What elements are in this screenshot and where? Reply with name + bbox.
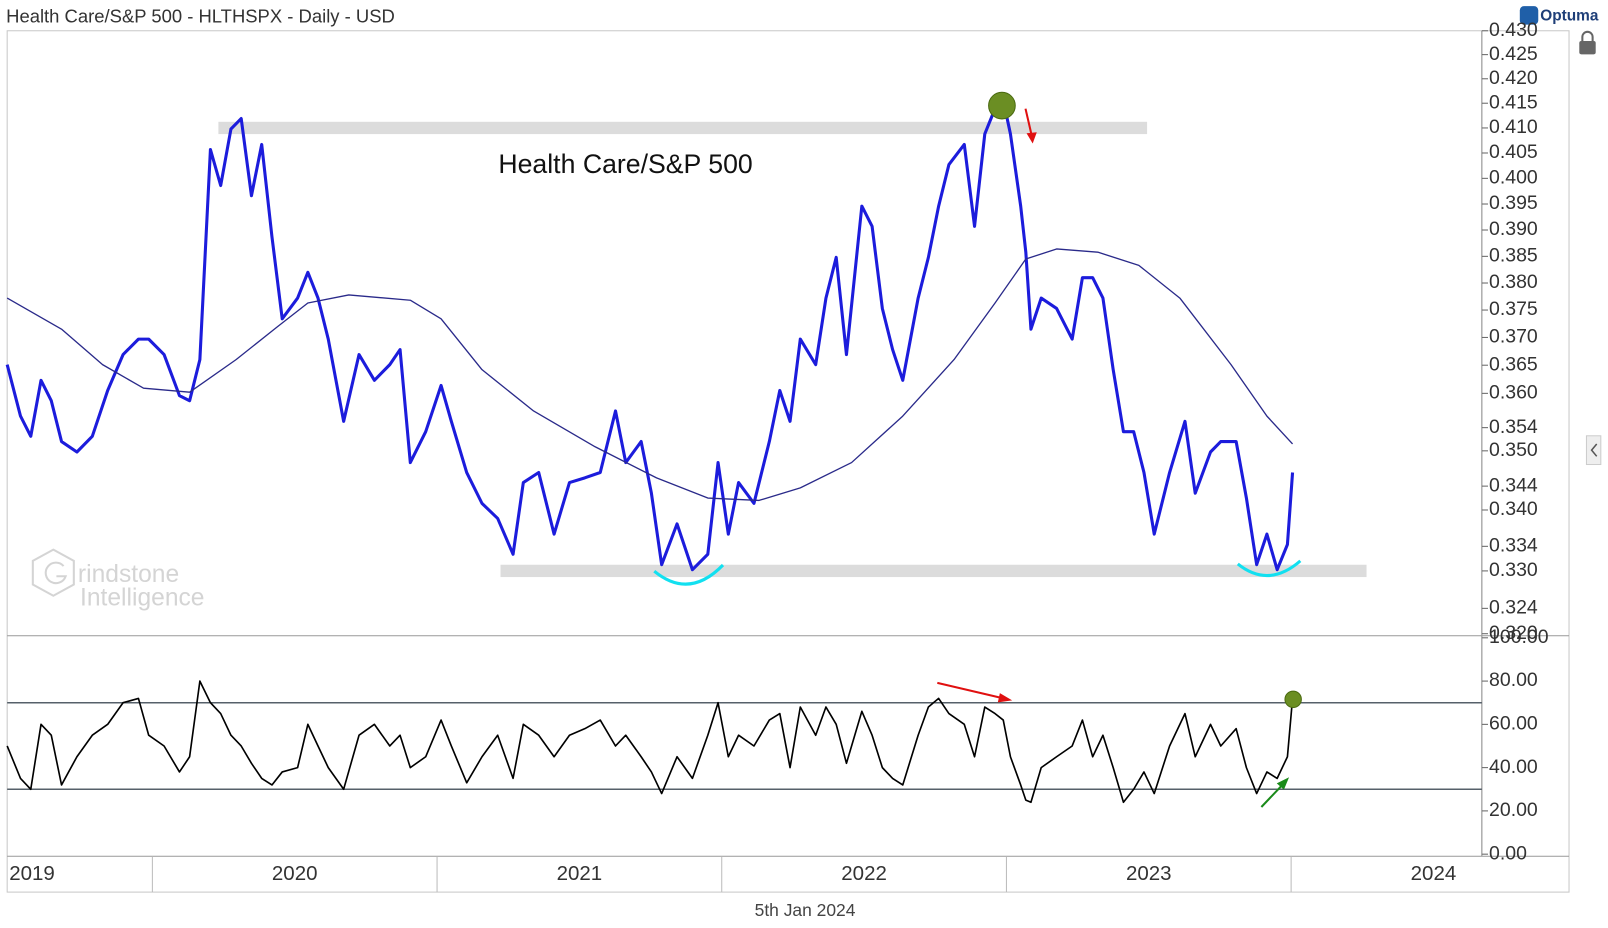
y-tick-label: 0.410 xyxy=(1489,116,1538,138)
lock-body xyxy=(1579,41,1596,55)
y-tick-label: 0.350 xyxy=(1489,439,1538,461)
brand: Optuma xyxy=(1540,7,1599,24)
y-tick-label: 60.00 xyxy=(1489,712,1538,734)
y-tick-label: 0.344 xyxy=(1489,474,1538,496)
y-tick-label: 0.330 xyxy=(1489,559,1538,581)
x-tick-label: 2024 xyxy=(1411,862,1457,885)
x-tick-label: 2022 xyxy=(841,862,887,885)
x-tick-label: 2019 xyxy=(9,862,55,885)
watermark-line1: rindstone xyxy=(78,561,179,588)
series-line xyxy=(6,680,1294,804)
peak-marker xyxy=(988,91,1016,120)
bottom-arc xyxy=(1236,559,1302,578)
y-tick-label: 0.354 xyxy=(1489,416,1538,438)
level-band xyxy=(500,564,1367,578)
side-tab[interactable] xyxy=(1585,435,1602,466)
y-tick-label: 0.415 xyxy=(1489,91,1538,113)
x-tick-label: 2023 xyxy=(1126,862,1172,885)
footer-date: 5th Jan 2024 xyxy=(755,900,856,920)
y-tick-label: 0.385 xyxy=(1489,244,1538,266)
y-tick-label: 0.365 xyxy=(1489,353,1538,375)
y-tick-label: 40.00 xyxy=(1489,756,1538,778)
y-tick-label: 0.405 xyxy=(1489,141,1538,163)
header-title: Health Care/S&P 500 - HLTHSPX - Daily - … xyxy=(6,5,395,26)
y-tick-label: 20.00 xyxy=(1489,799,1538,821)
frame xyxy=(6,30,1570,893)
y-tick-label: 0.430 xyxy=(1489,19,1538,41)
y-tick-label: 0.375 xyxy=(1489,298,1538,320)
watermark-logo xyxy=(31,548,75,597)
series-line xyxy=(5,98,1295,572)
brand-icon xyxy=(1519,6,1539,25)
arrow xyxy=(1024,108,1033,136)
level-band xyxy=(218,121,1148,135)
y-tick-label: 0.370 xyxy=(1489,326,1538,348)
y-tick-label: 0.380 xyxy=(1489,271,1538,293)
y-tick-label: 0.00 xyxy=(1489,842,1527,864)
lock-icon[interactable] xyxy=(1579,30,1596,55)
x-tick-label: 2020 xyxy=(272,862,318,885)
lock-shackle xyxy=(1581,30,1594,42)
bottom-arc xyxy=(653,563,725,586)
y-tick-label: 0.395 xyxy=(1489,192,1538,214)
arrowhead xyxy=(1026,132,1037,144)
watermark: rindstone Intelligence xyxy=(31,548,205,611)
y-tick-label: 0.334 xyxy=(1489,534,1538,556)
y-tick-label: 80.00 xyxy=(1489,669,1538,691)
arrow xyxy=(937,681,1004,700)
y-tick-label: 0.320 xyxy=(1489,622,1538,644)
y-tick-label: 0.340 xyxy=(1489,498,1538,520)
y-tick-label: 0.425 xyxy=(1489,43,1538,65)
y-tick-label: 0.360 xyxy=(1489,381,1538,403)
arrow xyxy=(1260,784,1283,808)
tab xyxy=(1585,435,1602,466)
annotations xyxy=(653,91,1302,808)
arrowhead xyxy=(997,693,1013,703)
watermark-g xyxy=(44,561,68,585)
y-tick-label: 0.400 xyxy=(1489,166,1538,188)
y-tick-label: 0.390 xyxy=(1489,218,1538,240)
arrowhead xyxy=(1276,777,1290,790)
series-line xyxy=(6,248,1294,502)
chart-annotation: Health Care/S&P 500 xyxy=(498,149,752,179)
y-tick-label: 0.324 xyxy=(1489,596,1538,618)
tab-arrow xyxy=(1590,443,1598,457)
y-tick-label: 0.420 xyxy=(1489,67,1538,89)
x-tick-label: 2021 xyxy=(557,862,603,885)
rsi-marker xyxy=(1284,690,1302,709)
watermark-line2: Intelligence xyxy=(80,584,205,611)
y-tick-label: 100.00 xyxy=(1489,626,1549,648)
